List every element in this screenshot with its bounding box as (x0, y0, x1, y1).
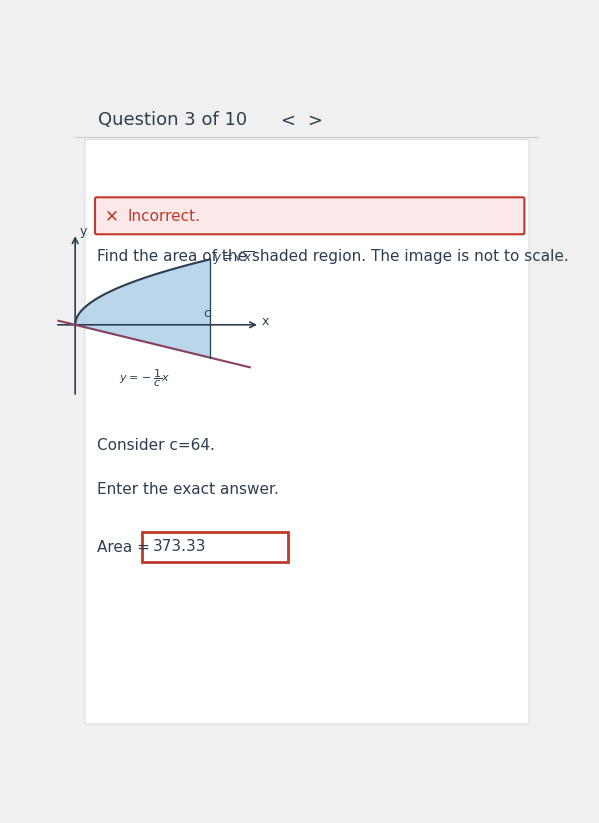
Text: Question 3 of 10: Question 3 of 10 (98, 111, 247, 129)
Text: ✕: ✕ (105, 207, 119, 226)
FancyBboxPatch shape (141, 532, 288, 562)
Text: Incorrect.: Incorrect. (128, 209, 201, 224)
Text: Find the area of the shaded region. The image is not to scale.: Find the area of the shaded region. The … (96, 249, 568, 264)
Text: 373.33: 373.33 (152, 539, 206, 555)
Text: >: > (307, 111, 322, 129)
Text: c: c (203, 307, 210, 320)
Text: Consider c=64.: Consider c=64. (96, 438, 214, 453)
Text: y: y (79, 225, 87, 238)
Text: x: x (262, 315, 269, 328)
Text: $y = -\dfrac{1}{c}x$: $y = -\dfrac{1}{c}x$ (119, 368, 170, 389)
FancyBboxPatch shape (95, 198, 524, 235)
Text: <: < (280, 111, 295, 129)
Text: Enter the exact answer.: Enter the exact answer. (96, 482, 279, 497)
Text: $y = \sqrt{x}$: $y = \sqrt{x}$ (213, 249, 254, 267)
FancyBboxPatch shape (85, 140, 529, 724)
Text: Area =: Area = (96, 540, 149, 556)
